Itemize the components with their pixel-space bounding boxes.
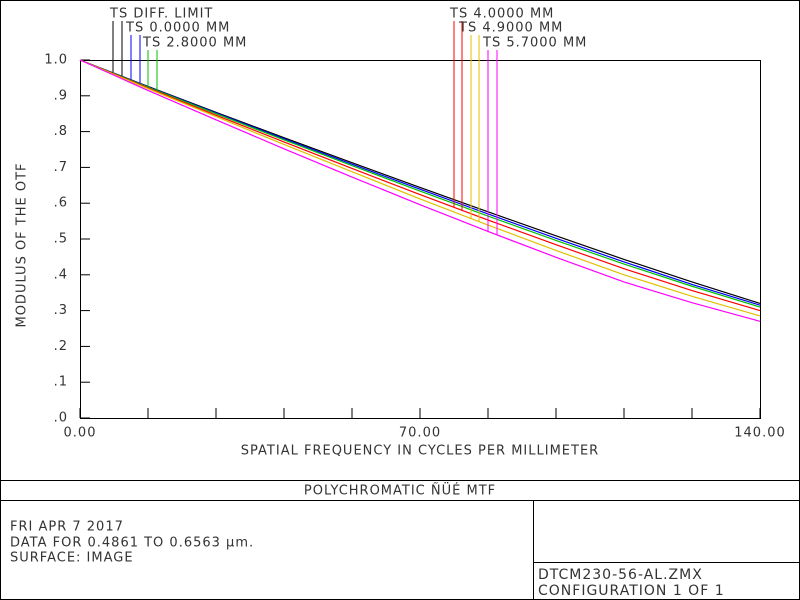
info-line: DATA FOR 0.4861 TO 0.6563 µm.	[10, 536, 254, 551]
y-axis-label: MODULUS OF THE OTF	[15, 162, 30, 327]
legend-label: TS 2.8000 MM	[142, 36, 247, 51]
mtf-line	[79, 59, 761, 306]
y-tick-label: .4	[54, 267, 68, 282]
info-line: SURFACE: IMAGE	[10, 551, 134, 566]
mtf-line	[79, 59, 761, 305]
mtf-line	[79, 59, 761, 308]
x-axis-label: SPATIAL FREQUENCY IN CYCLES PER MILLIMET…	[241, 444, 599, 459]
mtf-line	[79, 59, 761, 317]
y-tick-label: .6	[54, 196, 68, 211]
x-tick-label: 140.00	[734, 426, 786, 441]
y-tick-label: .3	[54, 303, 68, 318]
legend-label: TS 4.0000 MM	[449, 7, 554, 22]
configuration: CONFIGURATION 1 OF 1	[538, 583, 725, 599]
y-tick-label: .1	[54, 375, 68, 390]
x-tick-label: 0.00	[64, 426, 97, 441]
y-tick-label: .5	[54, 232, 68, 247]
mtf-line	[79, 59, 761, 312]
info-line: FRI APR 7 2017	[10, 520, 124, 535]
y-tick-label: 1.0	[44, 53, 68, 68]
file-name: DTCM230-56-AL.ZMX	[538, 567, 703, 583]
legend-label: TS DIFF. LIMIT	[109, 7, 213, 22]
x-tick-label: 70.00	[399, 426, 441, 441]
y-tick-label: .0	[54, 411, 68, 426]
y-tick-label: .2	[54, 339, 68, 354]
legend-label: TS 4.9000 MM	[458, 21, 563, 36]
y-tick-label: .7	[54, 160, 68, 175]
mtf-line	[79, 59, 761, 322]
legend-label: TS 0.0000 MM	[125, 21, 230, 36]
chart-title: POLYCHROMATIC ÑÜÉ MTF	[304, 482, 496, 499]
y-tick-label: .8	[54, 124, 68, 139]
legend-label: TS 5.7000 MM	[482, 36, 587, 51]
y-tick-label: .9	[54, 88, 68, 103]
plot-frame	[80, 60, 761, 419]
